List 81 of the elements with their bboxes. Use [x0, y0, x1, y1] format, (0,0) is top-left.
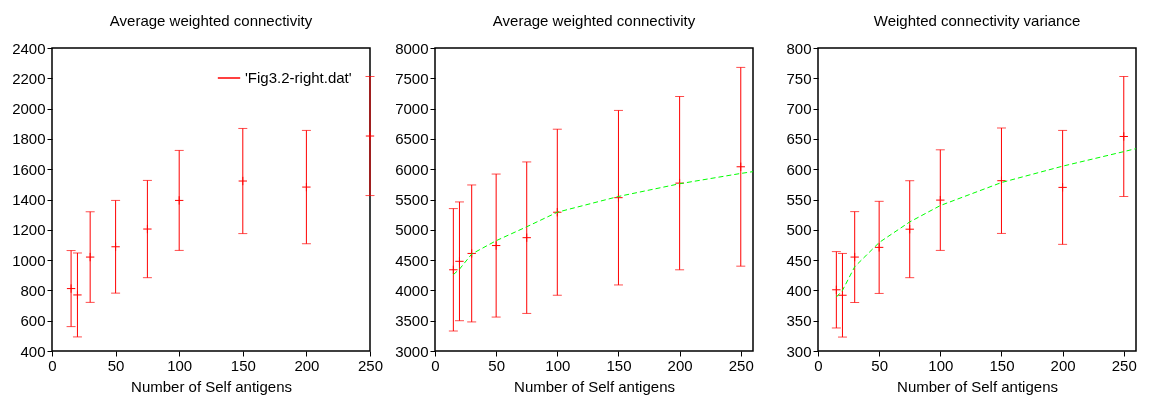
- point: [238, 176, 248, 186]
- y-tick-label: 2200: [12, 69, 46, 87]
- line-series: [452, 171, 754, 276]
- point: [522, 232, 532, 243]
- x-tick-label: 0: [431, 356, 440, 374]
- x-axis-title: Number of Self antigens: [514, 377, 675, 395]
- y-tick-label: 6500: [395, 130, 429, 148]
- x-tick-label: 250: [357, 356, 384, 374]
- x-tick-label: 150: [606, 356, 632, 374]
- point: [454, 256, 465, 266]
- y-tick-label: 500: [786, 221, 812, 239]
- x-tick-label: 200: [294, 356, 320, 374]
- y-tick-label: 1400: [12, 191, 46, 208]
- y-tick-label: 1200: [12, 221, 46, 239]
- point: [72, 290, 83, 300]
- y-tick-label: 600: [786, 160, 812, 178]
- y-tick-label: 800: [20, 281, 46, 299]
- y-tick-label: 550: [786, 191, 812, 208]
- y-tick-label: 7000: [395, 100, 429, 118]
- x-axis-title: Number of Self antigens: [131, 377, 292, 395]
- point: [874, 242, 884, 253]
- y-tick-label: 450: [786, 251, 812, 269]
- chart-title: Average weighted connectivity: [492, 12, 696, 29]
- point: [174, 195, 184, 206]
- y-tick-label: 4500: [395, 251, 429, 269]
- x-tick-label: 100: [167, 356, 193, 374]
- point: [448, 265, 459, 275]
- y-tick-label: 750: [786, 69, 812, 87]
- y-tick-label: 2000: [12, 100, 46, 118]
- y-tick-label: 5500: [395, 191, 429, 208]
- y-tick-label: 400: [20, 342, 46, 360]
- y-tick-label: 400: [786, 281, 812, 299]
- x-tick-label: 150: [989, 356, 1015, 374]
- x-tick-label: 150: [230, 356, 256, 374]
- point: [85, 252, 95, 262]
- y-tick-label: 700: [786, 100, 812, 118]
- y-tick-label: 2400: [12, 39, 46, 57]
- line-series: [835, 148, 1137, 298]
- chart-title: Weighted connectivity variance: [873, 12, 1081, 29]
- x-tick-label: 250: [1111, 356, 1137, 374]
- point: [365, 131, 375, 141]
- y-tick-label: 3000: [395, 342, 429, 360]
- x-tick-label: 50: [107, 356, 125, 374]
- x-tick-label: 200: [667, 356, 693, 374]
- y-tick-label: 600: [20, 312, 46, 330]
- legend-label: 'Fig3.2-right.dat': [245, 69, 352, 86]
- y-tick-label: 300: [786, 342, 812, 360]
- x-tick-label: 100: [545, 356, 571, 374]
- x-tick-label: 50: [871, 356, 888, 374]
- point: [613, 193, 624, 203]
- y-tick-label: 5000: [395, 221, 429, 239]
- point: [66, 283, 76, 294]
- point: [142, 224, 153, 234]
- y-tick-label: 4000: [395, 281, 429, 299]
- x-axis-title: Number of Self antigens: [897, 377, 1058, 395]
- y-tick-label: 1000: [12, 251, 46, 269]
- point: [935, 195, 945, 205]
- x-tick-label: 200: [1050, 356, 1076, 374]
- y-tick-label: 1800: [12, 130, 46, 148]
- y-tick-label: 3500: [395, 312, 429, 330]
- x-tick-label: 250: [728, 356, 754, 374]
- y-tick-label: 1600: [12, 160, 46, 178]
- y-tick-label: 350: [786, 312, 812, 330]
- x-tick-label: 0: [814, 356, 823, 374]
- point: [301, 182, 312, 192]
- y-tick-label: 6000: [395, 160, 429, 178]
- y-tick-label: 650: [786, 130, 812, 148]
- point: [674, 178, 685, 188]
- point: [996, 176, 1007, 186]
- y-tick-label: 800: [786, 39, 812, 57]
- point: [1119, 131, 1129, 142]
- x-tick-label: 0: [48, 356, 57, 374]
- point: [110, 242, 121, 252]
- point: [850, 252, 860, 262]
- chart-title: Average weighted connectivity: [109, 12, 313, 29]
- point: [491, 240, 501, 251]
- y-tick-label: 7500: [395, 69, 429, 87]
- x-tick-label: 100: [928, 356, 954, 374]
- x-tick-label: 50: [488, 356, 505, 374]
- y-tick-label: 8000: [395, 39, 429, 57]
- point: [1057, 182, 1068, 193]
